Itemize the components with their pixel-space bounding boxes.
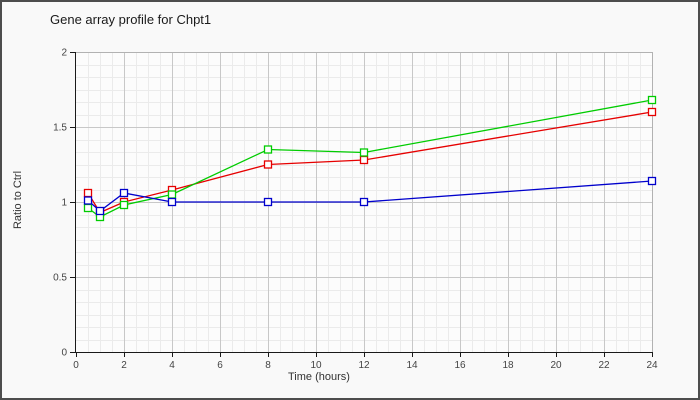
y-axis-ticks: 0 0.5 1 1.5 2	[53, 48, 75, 359]
series-blue-marker	[647, 176, 657, 186]
x-tick-label: 22	[598, 360, 610, 371]
x-axis-label: Time (hours)	[288, 371, 350, 383]
y-tick-label: 0	[61, 348, 67, 359]
x-tick-label: 4	[169, 360, 175, 371]
x-tick-label: 14	[406, 360, 418, 371]
chart-title: Gene array profile for Chpt1	[50, 12, 212, 27]
series-green-markers	[83, 95, 657, 222]
x-tick-label: 10	[310, 360, 322, 371]
series-blue-marker	[263, 197, 273, 207]
series-red-marker	[83, 188, 93, 198]
series-green-marker	[83, 203, 93, 213]
y-tick-label: 1.5	[53, 123, 67, 134]
series-green-marker	[359, 148, 369, 157]
series-green-marker	[119, 200, 129, 210]
series-blue-marker	[83, 196, 93, 205]
x-axis-ticks: 0 2 4 6 8 10 12 14 16 18 20 22 24	[73, 352, 658, 371]
series-green-marker	[647, 95, 657, 105]
x-tick-label: 18	[502, 360, 514, 371]
series-green-marker	[167, 190, 177, 199]
y-tick-label: 2	[61, 48, 67, 59]
series-blue-marker	[359, 197, 369, 207]
series-blue-marker	[95, 206, 105, 216]
y-tick-label: 0.5	[53, 273, 67, 284]
series-green-marker	[263, 145, 273, 154]
series-red-marker	[359, 155, 369, 165]
x-tick-label: 6	[217, 360, 223, 371]
series-red-marker	[263, 160, 273, 169]
series-green	[83, 95, 657, 222]
y-tick-label: 1	[61, 198, 67, 209]
x-tick-label: 0	[73, 360, 79, 371]
series-blue-markers	[83, 176, 657, 216]
series-blue-marker	[167, 197, 177, 207]
x-tick-label: 20	[550, 360, 562, 371]
x-tick-label: 16	[454, 360, 466, 371]
series-blue-marker	[119, 188, 129, 198]
series-red-marker	[647, 107, 657, 117]
x-tick-label: 12	[358, 360, 370, 371]
x-tick-label: 2	[121, 360, 127, 371]
y-axis-label: Ratio to Ctrl	[12, 170, 24, 230]
series-blue	[83, 176, 657, 216]
x-tick-label: 24	[646, 360, 658, 371]
x-tick-label: 8	[265, 360, 271, 371]
